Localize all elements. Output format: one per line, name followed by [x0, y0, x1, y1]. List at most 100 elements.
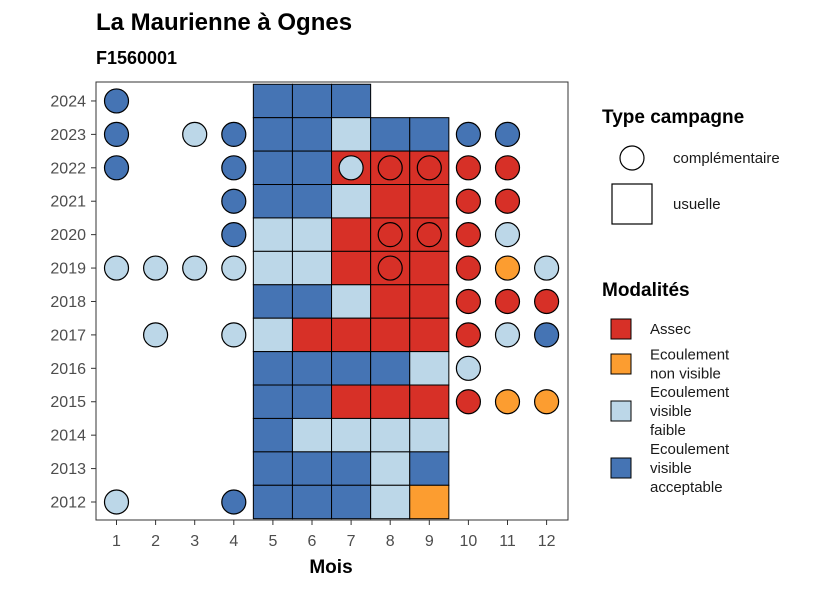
- x-tick-label-5: 5: [268, 533, 277, 550]
- cell-2021-9-assec: [409, 184, 450, 219]
- point-2019-4-ecoulement-visible-faible: [221, 255, 247, 281]
- point-2022-8-assec: [377, 155, 403, 181]
- point-2018-11-assec: [494, 288, 521, 315]
- point-2017-11-ecoulement-visible-faible: [494, 322, 521, 348]
- legend-key-usuelle: [611, 183, 653, 225]
- cell-2012-5-ecoulement-visible-acceptable: [252, 484, 293, 520]
- chart-subtitle: F1560001: [96, 48, 177, 68]
- y-tick-label-2021: 2021: [50, 194, 86, 211]
- point-2020-10-assec: [455, 222, 481, 248]
- cell-2023-7-ecoulement-visible-faible: [331, 117, 372, 152]
- point-2023-10-ecoulement-visible-acceptable: [455, 121, 481, 147]
- cell-2013-5-ecoulement-visible-acceptable: [252, 451, 293, 486]
- cell-2014-9-ecoulement-visible-faible: [409, 417, 450, 453]
- point-2024-1-ecoulement-visible-acceptable: [103, 88, 130, 114]
- legend-modalites-title: Modalités: [602, 280, 690, 301]
- y-tick-label-2018: 2018: [50, 294, 86, 311]
- legend-label-ecoulement-non-visible: Ecoulement non visible: [650, 347, 730, 383]
- legend-type-campagne-title: Type campagne: [602, 107, 744, 128]
- legend-key-complementaire: [619, 145, 645, 171]
- cell-2015-7-assec: [331, 384, 372, 419]
- cell-2021-7-ecoulement-visible-faible: [331, 184, 372, 219]
- cell-2015-5-ecoulement-visible-acceptable: [252, 384, 293, 419]
- cell-2022-5-ecoulement-visible-acceptable: [252, 150, 293, 186]
- point-2019-8-assec: [377, 255, 403, 281]
- cell-2014-6-ecoulement-visible-faible: [291, 417, 333, 453]
- cell-2016-8-ecoulement-visible-acceptable: [370, 351, 411, 386]
- usuelle-cells: [252, 83, 450, 520]
- cell-2013-9-ecoulement-visible-acceptable: [409, 451, 450, 486]
- cell-2023-6-ecoulement-visible-acceptable: [291, 117, 333, 152]
- point-2017-4-ecoulement-visible-faible: [221, 322, 247, 348]
- cell-2021-6-ecoulement-visible-acceptable: [291, 184, 333, 219]
- cell-2016-9-ecoulement-visible-faible: [409, 351, 450, 386]
- x-tick-label-7: 7: [347, 533, 356, 550]
- cell-2018-7-ecoulement-visible-faible: [331, 284, 372, 319]
- point-2023-3-ecoulement-visible-faible: [182, 121, 208, 147]
- point-2019-1-ecoulement-visible-faible: [103, 255, 130, 281]
- point-2016-10-ecoulement-visible-faible: [455, 355, 481, 381]
- cell-2013-8-ecoulement-visible-faible: [370, 451, 411, 486]
- cell-2017-7-assec: [331, 317, 372, 353]
- cell-2022-6-ecoulement-visible-acceptable: [291, 150, 333, 186]
- cell-2018-9-assec: [409, 284, 450, 319]
- y-tick-label-2016: 2016: [50, 361, 86, 378]
- cell-2016-7-ecoulement-visible-acceptable: [331, 351, 372, 386]
- cell-2016-5-ecoulement-visible-acceptable: [252, 351, 293, 386]
- point-2018-12-assec: [533, 288, 560, 315]
- point-2017-2-ecoulement-visible-faible: [143, 322, 169, 348]
- point-2023-1-ecoulement-visible-acceptable: [103, 121, 130, 147]
- point-2015-11-ecoulement-non-visible: [494, 389, 521, 415]
- legend-label-ecoulement-visible-acceptable: Ecoulement visible acceptable: [650, 441, 730, 496]
- y-tick-label-2013: 2013: [50, 461, 86, 478]
- y-tick-label-2024: 2024: [50, 93, 86, 110]
- cell-2018-8-assec: [370, 284, 411, 319]
- x-tick-label-11: 11: [499, 533, 516, 550]
- cell-2024-6-ecoulement-visible-acceptable: [291, 83, 333, 119]
- y-tick-label-2019: 2019: [50, 261, 86, 278]
- x-tick-label-10: 10: [460, 533, 478, 550]
- chart-title: La Maurienne à Ognes: [96, 9, 352, 36]
- cell-2020-7-assec: [331, 217, 372, 252]
- cell-2020-6-ecoulement-visible-faible: [291, 217, 333, 252]
- legend-label-ecoulement-visible-faible: Ecoulement visible faible: [650, 384, 730, 439]
- point-2020-9-assec: [416, 222, 442, 248]
- point-2019-12-ecoulement-visible-faible: [533, 255, 560, 281]
- point-2023-4-ecoulement-visible-acceptable: [221, 121, 247, 147]
- cell-2017-9-assec: [409, 317, 450, 353]
- cell-2014-8-ecoulement-visible-faible: [370, 417, 411, 453]
- cell-2012-6-ecoulement-visible-acceptable: [291, 484, 333, 520]
- x-tick-label-8: 8: [386, 533, 395, 550]
- point-2019-3-ecoulement-visible-faible: [182, 255, 208, 281]
- cell-2015-8-assec: [370, 384, 411, 419]
- plot-area: [95, 81, 569, 521]
- cell-2024-5-ecoulement-visible-acceptable: [252, 83, 293, 119]
- point-2017-10-assec: [455, 322, 481, 348]
- legend-label-assec: Assec: [650, 321, 691, 338]
- cell-2019-5-ecoulement-visible-faible: [252, 250, 293, 286]
- point-2022-1-ecoulement-visible-acceptable: [103, 155, 130, 181]
- point-2021-10-assec: [455, 188, 481, 214]
- y-tick-label-2022: 2022: [50, 160, 86, 177]
- point-2020-11-ecoulement-visible-faible: [494, 222, 521, 248]
- cell-2018-6-ecoulement-visible-acceptable: [291, 284, 333, 319]
- x-tick-label-4: 4: [229, 533, 238, 550]
- complementaire-points: [103, 88, 560, 515]
- cell-2021-8-assec: [370, 184, 411, 219]
- point-2015-12-ecoulement-non-visible: [533, 389, 560, 415]
- cell-2016-6-ecoulement-visible-acceptable: [291, 351, 333, 386]
- cell-2023-5-ecoulement-visible-acceptable: [252, 117, 293, 152]
- point-2019-10-assec: [455, 255, 481, 281]
- y-tick-label-2015: 2015: [50, 394, 86, 411]
- cell-2014-7-ecoulement-visible-faible: [331, 417, 372, 453]
- cell-2015-6-ecoulement-visible-acceptable: [291, 384, 333, 419]
- legend-swatch-ecoulement-visible-faible: [610, 400, 632, 422]
- x-tick-label-12: 12: [538, 533, 556, 550]
- point-2018-10-assec: [455, 288, 481, 315]
- point-2023-11-ecoulement-visible-acceptable: [494, 121, 521, 147]
- cell-2021-5-ecoulement-visible-acceptable: [252, 184, 293, 219]
- legend-label-complementaire: complémentaire: [673, 150, 780, 167]
- x-axis-title: Mois: [309, 557, 352, 578]
- cell-2013-6-ecoulement-visible-acceptable: [291, 451, 333, 486]
- cell-2019-7-assec: [331, 250, 372, 286]
